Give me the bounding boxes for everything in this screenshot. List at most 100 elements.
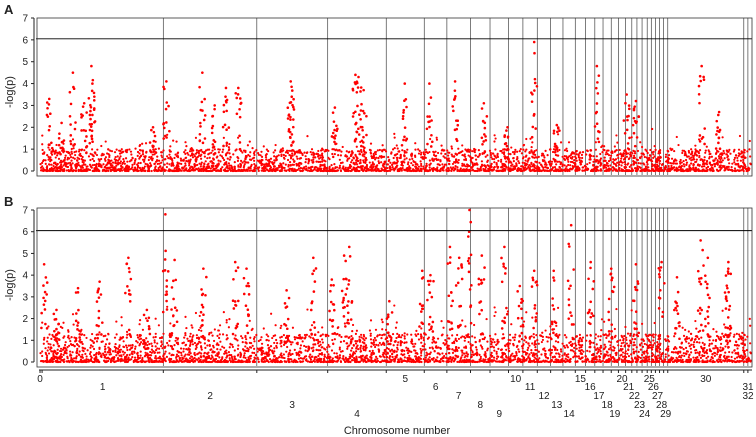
point (475, 162, 478, 165)
point (69, 156, 73, 159)
point (138, 152, 141, 155)
point (386, 356, 389, 359)
peak-point (335, 129, 339, 133)
point (684, 328, 687, 332)
point (280, 165, 283, 168)
point (284, 154, 287, 158)
point (490, 343, 493, 346)
point (284, 151, 288, 154)
point (719, 158, 722, 161)
point (623, 160, 626, 164)
peak-point (92, 99, 96, 102)
peak-point (90, 129, 94, 133)
peak-point (628, 107, 631, 111)
point (195, 157, 198, 160)
point (52, 164, 55, 168)
peak-point (595, 64, 599, 68)
point (235, 169, 239, 173)
point (719, 168, 722, 171)
point (439, 169, 442, 173)
point (78, 157, 81, 160)
y-tick-label: 0 (22, 358, 28, 369)
point (448, 169, 451, 172)
peak-point (627, 148, 631, 151)
peak-point (60, 121, 63, 125)
point (273, 155, 276, 158)
peak-point (533, 51, 536, 55)
point (489, 168, 492, 172)
point (399, 156, 402, 160)
point (59, 325, 62, 328)
point (566, 158, 569, 161)
peak-point (402, 108, 406, 112)
point (460, 169, 463, 172)
point (203, 352, 206, 355)
peak-point (594, 111, 598, 115)
peak-point (234, 91, 238, 95)
point (713, 354, 716, 357)
point (713, 162, 716, 165)
point (494, 137, 497, 140)
peak-point (358, 113, 361, 116)
point (516, 150, 519, 153)
point (708, 153, 711, 156)
point (704, 169, 707, 172)
point (233, 165, 236, 168)
point (506, 310, 510, 313)
point (415, 167, 418, 170)
point (561, 165, 564, 168)
point (623, 166, 627, 169)
point (188, 335, 192, 338)
point (138, 166, 141, 169)
point (280, 150, 283, 153)
point (658, 151, 662, 155)
point (226, 151, 229, 154)
point (133, 162, 136, 165)
point (655, 158, 658, 161)
peak-point (700, 137, 704, 140)
peak-point (431, 140, 434, 144)
point (337, 154, 340, 157)
point (207, 165, 211, 168)
point (698, 169, 701, 172)
peak-point (286, 117, 290, 120)
point (592, 160, 595, 163)
peak-point (292, 118, 295, 121)
point (208, 148, 211, 151)
point (128, 353, 131, 356)
point (569, 167, 572, 170)
point (446, 159, 449, 162)
point (748, 139, 751, 143)
point (688, 167, 692, 171)
point (211, 149, 214, 152)
point (76, 162, 79, 166)
peak-point (480, 136, 484, 140)
point (78, 350, 81, 353)
point (213, 148, 216, 151)
point (474, 154, 477, 157)
point (493, 134, 496, 137)
peak-point (221, 125, 225, 129)
peak-point (623, 132, 627, 135)
point (131, 166, 134, 169)
peak-point (632, 116, 636, 120)
point (74, 169, 78, 173)
peak-point (45, 113, 49, 117)
point (686, 168, 689, 171)
point (116, 159, 120, 162)
peak-point (203, 97, 206, 101)
point (287, 168, 290, 171)
peak-point (625, 93, 628, 96)
point (339, 169, 343, 173)
point (85, 169, 88, 173)
point (358, 150, 361, 153)
point (227, 162, 230, 165)
point (221, 150, 224, 154)
point (298, 164, 301, 167)
point (445, 157, 448, 160)
point (532, 153, 535, 156)
point (55, 143, 58, 147)
point (113, 151, 117, 154)
point (327, 156, 330, 159)
